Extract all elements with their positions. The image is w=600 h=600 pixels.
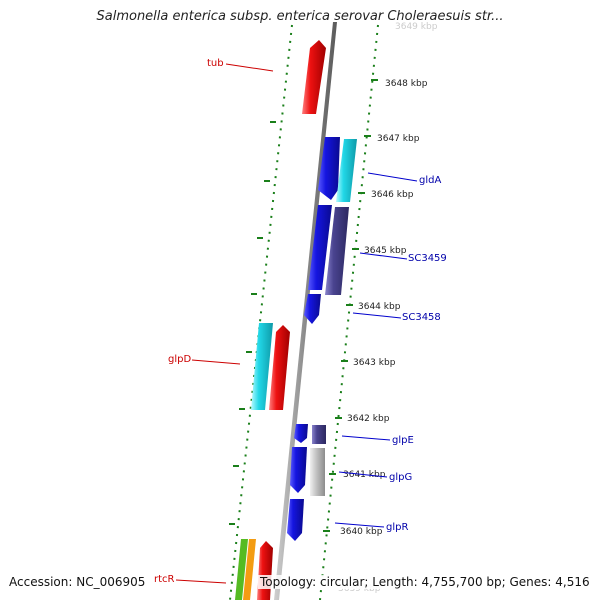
- gene-glpG[interactable]: [290, 447, 307, 493]
- leader-line-glpG: [338, 471, 388, 478]
- gene-SC3459-partner[interactable]: [325, 207, 349, 295]
- topology-text: Topology: circular; Length: 4,755,700 bp…: [258, 575, 592, 589]
- gene-glpD[interactable]: [269, 325, 290, 410]
- gene-glpR[interactable]: [287, 499, 304, 541]
- gene-label-glpR[interactable]: glpR: [386, 522, 408, 533]
- inner-dotted-guide: [229, 24, 293, 600]
- gene-label-glpG[interactable]: glpG: [389, 472, 412, 483]
- outer-dotted-guide: [319, 24, 379, 600]
- gene-tub[interactable]: [302, 40, 326, 114]
- gene-rtcR[interactable]: [257, 541, 273, 600]
- gene-glpG-partner[interactable]: [310, 448, 325, 496]
- tick-label-3646: 3646 kbp: [371, 190, 414, 200]
- gene-glpE-partner[interactable]: [312, 425, 326, 444]
- leader-line-SC3459: [359, 252, 408, 260]
- inner-tick-marks: [229, 121, 276, 525]
- leader-line-glpE: [341, 435, 391, 441]
- gene-label-SC3459[interactable]: SC3459: [408, 253, 447, 264]
- gene-label-tub[interactable]: tub: [207, 58, 224, 69]
- gene-SC3458[interactable]: [304, 294, 321, 324]
- tick-label-3645: 3645 kbp: [364, 246, 407, 256]
- gene-label-rtcR[interactable]: rtcR: [154, 574, 175, 585]
- gene-label-SC3458[interactable]: SC3458: [402, 312, 441, 323]
- leader-line-rtcR: [175, 579, 227, 584]
- gene-label-glpE[interactable]: glpE: [392, 435, 414, 446]
- tick-label-3642: 3642 kbp: [347, 414, 390, 424]
- leader-line-SC3458: [352, 312, 402, 319]
- map-title: Salmonella enterica subsp. enterica sero…: [96, 9, 504, 24]
- tick-label-3648: 3648 kbp: [385, 79, 428, 89]
- gene-glpE[interactable]: [294, 424, 308, 443]
- tick-label-3644: 3644 kbp: [358, 302, 401, 312]
- tick-label-3647: 3647 kbp: [377, 134, 420, 144]
- outer-tick-marks: [323, 79, 378, 532]
- leader-line-glda: [367, 172, 418, 182]
- tick-label-3640: 3640 kbp: [340, 527, 383, 537]
- gene-label-glda[interactable]: gldA: [419, 175, 441, 186]
- gene-glpD-partner[interactable]: [251, 323, 273, 410]
- gene-rtcR-green[interactable]: [235, 539, 248, 600]
- gene-rtcR-orange[interactable]: [243, 539, 256, 600]
- accession-text: Accession: NC_006905: [7, 575, 148, 589]
- gene-glda-partner[interactable]: [336, 139, 357, 202]
- tick-label-3649: 3649 kbp: [395, 22, 438, 32]
- tick-label-3639: 3639 kbp: [338, 584, 381, 594]
- gene-label-glpD[interactable]: glpD: [168, 354, 191, 365]
- tick-label-3643: 3643 kbp: [353, 358, 396, 368]
- leader-line-glpR: [334, 522, 385, 528]
- gene-SC3459[interactable]: [308, 205, 332, 290]
- leader-line-glpD: [191, 359, 241, 365]
- leader-line-tub: [225, 63, 274, 72]
- gene-gldA[interactable]: [318, 137, 340, 200]
